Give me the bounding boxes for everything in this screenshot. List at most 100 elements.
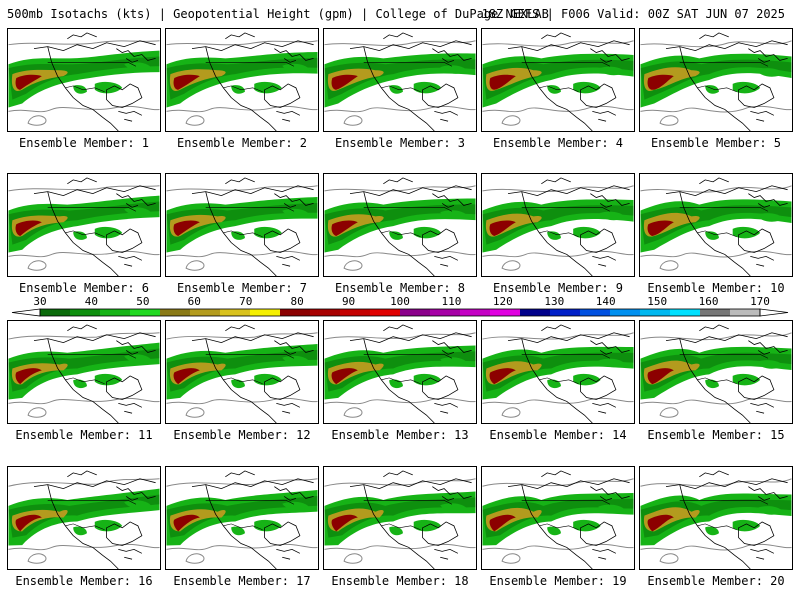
coastline <box>665 478 788 489</box>
ensemble-map-panel <box>481 28 635 132</box>
isotach-patch <box>732 373 761 386</box>
coastline <box>106 228 143 253</box>
coastline <box>738 83 775 108</box>
border <box>363 62 453 93</box>
coastline <box>383 177 472 208</box>
colorbar-segment <box>190 309 221 316</box>
map <box>324 470 476 569</box>
coastline <box>580 375 617 400</box>
coastline <box>665 40 788 51</box>
ensemble-map-panel <box>639 320 793 424</box>
colorbar-tick-label: 60 <box>187 295 201 308</box>
ensemble-map-panel <box>323 466 477 570</box>
height-contour <box>324 40 476 46</box>
height-contour <box>482 105 634 113</box>
coastline <box>349 185 472 196</box>
isotach-core-red <box>489 368 516 385</box>
border <box>363 500 453 531</box>
coastline <box>225 324 314 355</box>
isotach-core-yellow <box>11 509 68 532</box>
coastline <box>264 228 301 253</box>
isotach-band-mid <box>8 201 160 245</box>
product-title: 500mb Isotachs (kts) | Geopotential Heig… <box>7 7 549 21</box>
coastline <box>541 324 630 355</box>
ensemble-member-label: Ensemble Member: 17 <box>173 574 311 588</box>
isotach-band-mid <box>166 349 318 392</box>
colorbar-segment <box>250 309 281 316</box>
height-contour <box>343 407 363 418</box>
ensemble-member-label: Ensemble Member: 12 <box>173 428 311 442</box>
height-contour <box>324 543 476 551</box>
map <box>324 324 476 423</box>
border <box>363 207 453 238</box>
isotach-patch <box>389 231 403 240</box>
isotach-patch <box>598 504 626 514</box>
isotach-core-red <box>331 74 358 90</box>
colorbar-segment <box>70 309 101 316</box>
coastline <box>580 228 617 253</box>
coastline <box>750 402 775 414</box>
colorbar-segment <box>160 309 191 316</box>
colorbar-segment <box>430 309 461 316</box>
height-contour <box>166 397 318 405</box>
coastline <box>67 32 156 63</box>
border <box>205 354 295 385</box>
border <box>679 207 769 238</box>
ensemble-map-panel <box>639 28 793 132</box>
coastline <box>276 402 301 414</box>
height-contour <box>185 553 205 564</box>
isotach-core-red <box>489 514 516 532</box>
height-contour <box>640 250 792 258</box>
coastline <box>47 484 119 569</box>
map <box>8 470 160 569</box>
map <box>482 470 634 569</box>
height-contour <box>8 397 160 405</box>
coastline <box>699 177 788 208</box>
isotach-core-red <box>15 368 42 385</box>
height-contour <box>324 250 476 258</box>
isotach-patch <box>231 231 245 240</box>
ensemble-member-label: Ensemble Member: 15 <box>647 428 785 442</box>
coastline <box>191 478 314 489</box>
isotach-patch <box>440 65 468 74</box>
isotach-patch <box>756 68 784 77</box>
height-contour <box>27 115 47 126</box>
coastline <box>33 332 156 343</box>
isotach-band-mid <box>324 497 476 538</box>
isotach-patch <box>573 519 601 532</box>
height-contour <box>659 407 679 418</box>
coastline <box>541 32 630 63</box>
coastline <box>750 255 775 267</box>
colorbar-tick-label: 40 <box>84 295 99 308</box>
coastline <box>118 110 143 122</box>
coastline <box>679 46 751 131</box>
coastline <box>276 255 301 267</box>
height-contour <box>343 553 363 564</box>
ensemble-member-label: Ensemble Member: 5 <box>650 136 782 150</box>
isotach-patch <box>254 81 282 94</box>
colorbar-segment <box>310 309 341 316</box>
colorbar-segment <box>670 309 701 316</box>
isotach-patch <box>756 213 784 222</box>
coastline <box>521 484 593 569</box>
isotach-patch <box>124 500 152 509</box>
height-contour <box>501 115 521 126</box>
coastline <box>191 40 314 51</box>
coastline <box>363 338 435 423</box>
ensemble-map-panel <box>7 173 161 277</box>
height-contour <box>482 478 634 487</box>
height-contour <box>482 397 634 405</box>
colorbar-tick-label: 80 <box>290 295 304 308</box>
map <box>482 324 634 423</box>
coastline <box>225 470 314 501</box>
colorbar-tick-label: 140 <box>595 295 616 308</box>
coastline <box>33 478 156 489</box>
coastline <box>738 228 775 253</box>
coastline <box>679 484 751 569</box>
border <box>47 207 137 238</box>
isotach-patch <box>756 506 784 515</box>
coastline <box>699 324 788 355</box>
ensemble-member-label: Ensemble Member: 19 <box>489 574 627 588</box>
ensemble-member-label: Ensemble Member: 13 <box>331 428 469 442</box>
border <box>679 354 769 385</box>
